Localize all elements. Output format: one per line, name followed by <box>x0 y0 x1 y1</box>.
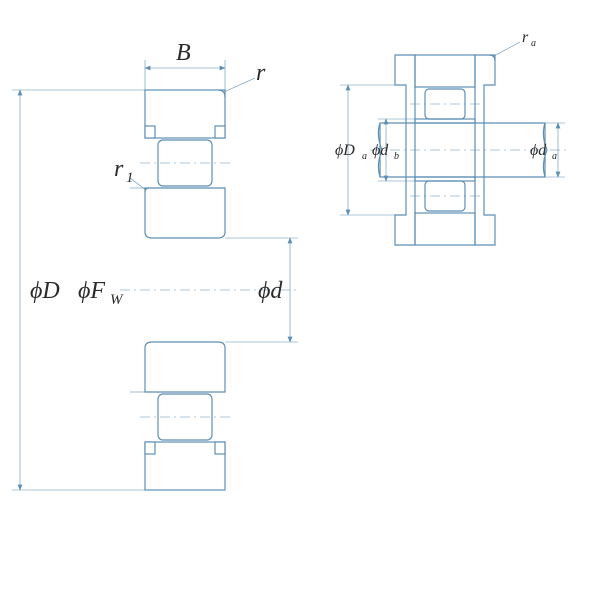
roller-bot <box>140 394 230 440</box>
label-ra: r <box>522 29 529 46</box>
inner-ring-bot <box>145 342 225 392</box>
label-Da-sub: a <box>362 151 367 162</box>
label-db-sub: b <box>394 151 399 162</box>
label-r1: r <box>114 156 124 182</box>
bearing-lower <box>410 177 480 245</box>
label-phid: ϕd <box>258 278 283 304</box>
shaft <box>378 123 547 177</box>
label-B: B <box>176 40 191 66</box>
label-phiFw: ϕF <box>78 278 105 304</box>
dim-r <box>224 78 255 92</box>
outer-ring-top <box>145 90 225 138</box>
label-ra-sub: a <box>531 38 536 49</box>
bearing-upper <box>410 55 480 123</box>
outer-ring-bot <box>145 442 225 490</box>
label-phiDa: ϕD <box>335 142 355 159</box>
label-r1-sub: 1 <box>126 170 134 186</box>
label-phiD: ϕD <box>30 278 60 304</box>
label-phidb: ϕd <box>372 142 389 159</box>
left-section-view: B r r 1 ϕD ϕF W ϕd <box>12 40 300 490</box>
label-Fw-sub: W <box>110 292 124 308</box>
label-r: r <box>256 60 266 86</box>
inner-ring-top <box>145 188 225 238</box>
label-da-sub: a <box>552 151 557 162</box>
roller-top <box>140 140 230 186</box>
bearing-diagram: B r r 1 ϕD ϕF W ϕd <box>0 0 600 600</box>
label-phida: ϕd <box>530 142 547 159</box>
right-mounted-view: r a ϕD a ϕd b ϕd a <box>335 29 570 245</box>
